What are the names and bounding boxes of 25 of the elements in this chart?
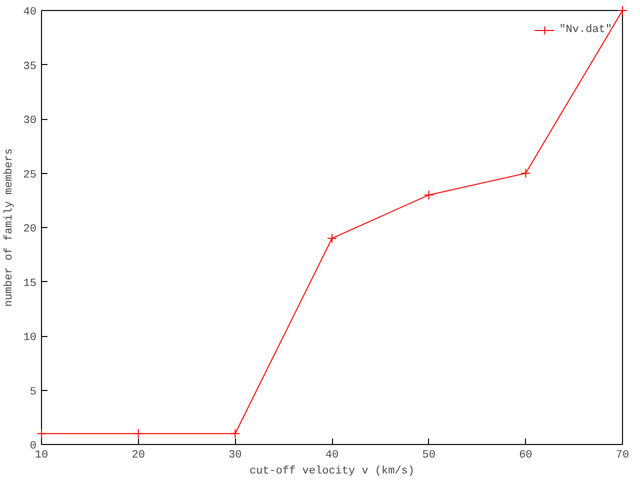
y-tick-label: 0 xyxy=(30,440,37,452)
y-axis-title: number of family members xyxy=(3,148,16,307)
y-tick-label: 40 xyxy=(23,6,36,18)
x-tick-label: 70 xyxy=(616,450,630,462)
y-tick-label: 20 xyxy=(23,224,36,236)
y-tick-label: 35 xyxy=(23,60,36,73)
y-tick-label: 10 xyxy=(23,332,36,344)
point xyxy=(424,190,434,200)
point xyxy=(327,233,337,244)
y-tick-label: 5 xyxy=(30,386,37,398)
point xyxy=(230,428,240,439)
y-tick-label: 25 xyxy=(23,169,36,182)
legend-label: "Nv.dat" xyxy=(559,24,612,36)
x-tick-label: 30 xyxy=(228,450,242,462)
y-tick-label: 15 xyxy=(23,278,36,290)
y-tick-label: 30 xyxy=(23,115,36,127)
x-tick-label: 40 xyxy=(325,450,339,462)
point xyxy=(520,168,531,178)
x-axis-title: cut-off velocity v (km/s) xyxy=(249,466,415,478)
x-tick-label: 20 xyxy=(132,450,145,462)
x-tick-label: 50 xyxy=(422,450,436,462)
point xyxy=(618,6,628,16)
point xyxy=(36,428,46,439)
point xyxy=(133,428,144,439)
x-tick-label: 60 xyxy=(519,450,532,462)
